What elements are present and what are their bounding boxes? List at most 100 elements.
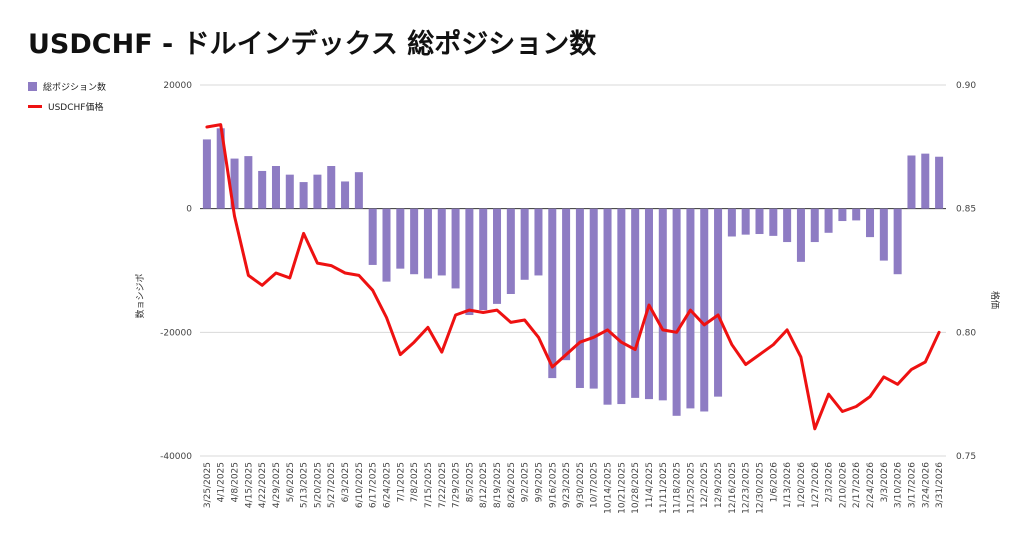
- bar: [603, 208, 612, 405]
- x-tick-label: 7/8/2025: [410, 462, 420, 502]
- bar: [575, 208, 584, 388]
- legend-swatch-bar: [28, 81, 37, 91]
- bar: [796, 208, 805, 262]
- legend-swatch-line: [28, 104, 42, 108]
- x-tick-label: 10/21/2025: [617, 462, 627, 514]
- bar: [727, 208, 736, 237]
- x-tick-label: 3/3/2026: [880, 462, 890, 503]
- x-tick-label: 3/24/2026: [921, 462, 931, 508]
- x-tick-label: 7/15/2025: [424, 462, 434, 508]
- y-left-tick-label: 0: [186, 205, 192, 215]
- bar: [686, 208, 695, 409]
- bar: [506, 208, 515, 294]
- bar: [520, 208, 529, 280]
- x-tick-label: 8/12/2025: [479, 462, 489, 508]
- bar: [285, 174, 294, 209]
- bar: [244, 156, 253, 209]
- bar: [852, 208, 861, 221]
- x-tick-label: 9/2/2025: [521, 462, 531, 502]
- bar: [258, 170, 267, 209]
- x-tick-label: 3/31/2026: [935, 462, 945, 508]
- bar: [921, 153, 930, 209]
- x-tick-label: 4/29/2025: [272, 462, 282, 508]
- bar: [465, 208, 474, 316]
- bar: [548, 208, 557, 379]
- x-tick-label: 3/25/2025: [203, 462, 213, 508]
- bar: [700, 208, 709, 412]
- bar-series: [202, 128, 944, 416]
- x-tick-label: 4/8/2025: [231, 462, 241, 502]
- bar: [741, 208, 750, 235]
- bar: [907, 155, 916, 209]
- gridlines: [200, 84, 946, 457]
- x-tick-label: 8/19/2025: [493, 462, 503, 508]
- price-line: [205, 123, 941, 431]
- x-tick-label: 10/7/2025: [590, 462, 600, 508]
- bar: [382, 208, 391, 282]
- x-tick-label: 1/20/2026: [797, 462, 807, 508]
- x-tick-label: 6/24/2025: [383, 462, 393, 508]
- x-tick-label: 12/23/2025: [742, 462, 752, 514]
- bar: [769, 208, 778, 236]
- bar: [313, 174, 322, 209]
- legend-label-positions: 総ポジション数: [43, 82, 107, 93]
- bar: [810, 208, 819, 243]
- bar: [341, 181, 350, 209]
- bar: [714, 208, 723, 397]
- y-axis-left-label: 数ョシジポ: [134, 273, 146, 318]
- x-tick-label: 3/17/2026: [908, 462, 918, 508]
- legend: 総ポジション数 USDCHF価格: [28, 76, 106, 116]
- y-right-tick-label: 0.85: [956, 205, 976, 215]
- bar: [479, 208, 488, 311]
- x-tick-label: 9/30/2025: [576, 462, 586, 508]
- x-tick-label: 2/17/2026: [852, 462, 862, 508]
- x-tick-label: 8/26/2025: [507, 462, 517, 508]
- x-tick-label: 7/1/2025: [396, 462, 406, 502]
- bar: [534, 208, 543, 276]
- x-tick-label: 5/6/2025: [286, 462, 296, 502]
- y-left-tick-label: -40000: [160, 452, 192, 462]
- x-tick-label: 2/3/2026: [825, 462, 835, 503]
- bar: [783, 208, 792, 243]
- bar: [368, 208, 377, 265]
- x-tick-label: 6/17/2025: [369, 462, 379, 508]
- line-series: [205, 123, 941, 431]
- x-tick-label: 10/28/2025: [631, 462, 641, 514]
- bar: [755, 208, 764, 235]
- x-tick-label: 12/30/2025: [756, 462, 766, 514]
- x-tick-label: 2/10/2026: [838, 462, 848, 508]
- x-tick-label: 4/22/2025: [258, 462, 268, 508]
- x-tick-label: 7/22/2025: [438, 462, 448, 508]
- bar: [672, 208, 681, 416]
- axis-ticks: 20000 0 -20000 -40000 0.90 0.85 0.80 0.75 3/25/2…: [160, 81, 976, 514]
- y-axis-right-label: 格価: [989, 291, 1001, 309]
- bar: [423, 208, 432, 279]
- bar: [271, 166, 280, 209]
- x-tick-label: 11/18/2025: [673, 462, 683, 514]
- x-tick-label: 5/20/2025: [313, 462, 323, 508]
- x-tick-label: 1/6/2026: [769, 462, 779, 503]
- chart-title: USDCHF - ドルインデックス 総ポジション数: [28, 29, 597, 60]
- x-tick-label: 10/14/2025: [604, 462, 614, 514]
- bar: [879, 208, 888, 261]
- bar: [866, 208, 875, 238]
- x-tick-label: 12/9/2025: [714, 462, 724, 508]
- x-tick-label: 6/10/2025: [355, 462, 365, 508]
- x-tick-label: 9/9/2025: [535, 462, 545, 502]
- x-tick-label: 1/27/2026: [811, 462, 821, 508]
- y-right-tick-label: 0.80: [956, 328, 976, 338]
- legend-item-positions: 総ポジション数: [28, 76, 106, 96]
- bar: [396, 208, 405, 269]
- x-tick-label: 8/5/2025: [465, 462, 475, 502]
- x-tick-label: 4/1/2025: [217, 462, 227, 502]
- y-right-tick-label: 0.90: [956, 81, 976, 91]
- x-tick-label: 7/29/2025: [452, 462, 462, 508]
- bar: [216, 128, 225, 209]
- x-tick-label: 12/16/2025: [728, 462, 738, 514]
- x-tick-label: 12/2/2025: [700, 462, 710, 508]
- bar: [493, 208, 502, 304]
- bar: [354, 172, 363, 209]
- y-left-tick-label: -20000: [160, 328, 192, 338]
- legend-label-price: USDCHF価格: [48, 102, 104, 113]
